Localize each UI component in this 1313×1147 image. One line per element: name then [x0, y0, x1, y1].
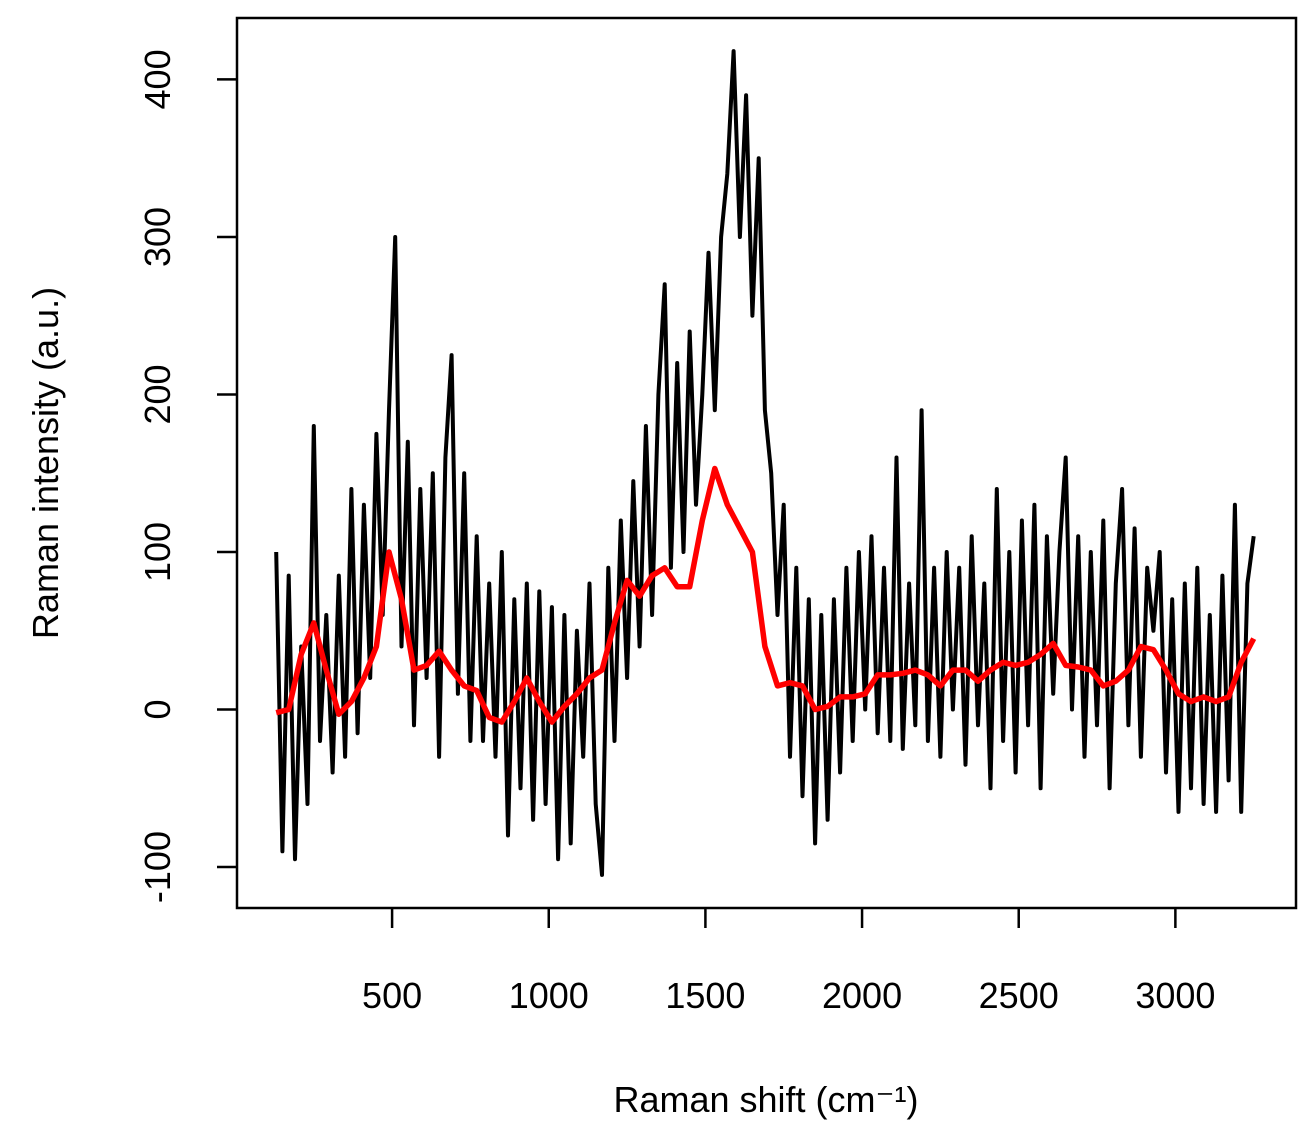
x-tick-label: 2000 — [822, 975, 902, 1016]
y-tick-label: 300 — [137, 207, 178, 267]
y-tick-label: 400 — [137, 49, 178, 109]
y-tick-label: 100 — [137, 522, 178, 582]
y-axis-label: Raman intensity (a.u.) — [25, 287, 66, 639]
y-tick-label: 200 — [137, 364, 178, 424]
x-tick-label: 1000 — [509, 975, 589, 1016]
series-line — [275, 465, 1257, 725]
y-tick-label: 0 — [137, 700, 178, 720]
series-line — [274, 49, 1256, 877]
plot-frame — [235, 16, 1298, 910]
y-tick-label: -100 — [137, 831, 178, 903]
x-tick-label: 3000 — [1135, 975, 1215, 1016]
x-tick-label: 500 — [362, 975, 422, 1016]
x-tick-label: 1500 — [665, 975, 745, 1016]
x-axis-label: Raman shift (cm⁻¹) — [613, 1079, 918, 1120]
x-tick-label: 2500 — [979, 975, 1059, 1016]
